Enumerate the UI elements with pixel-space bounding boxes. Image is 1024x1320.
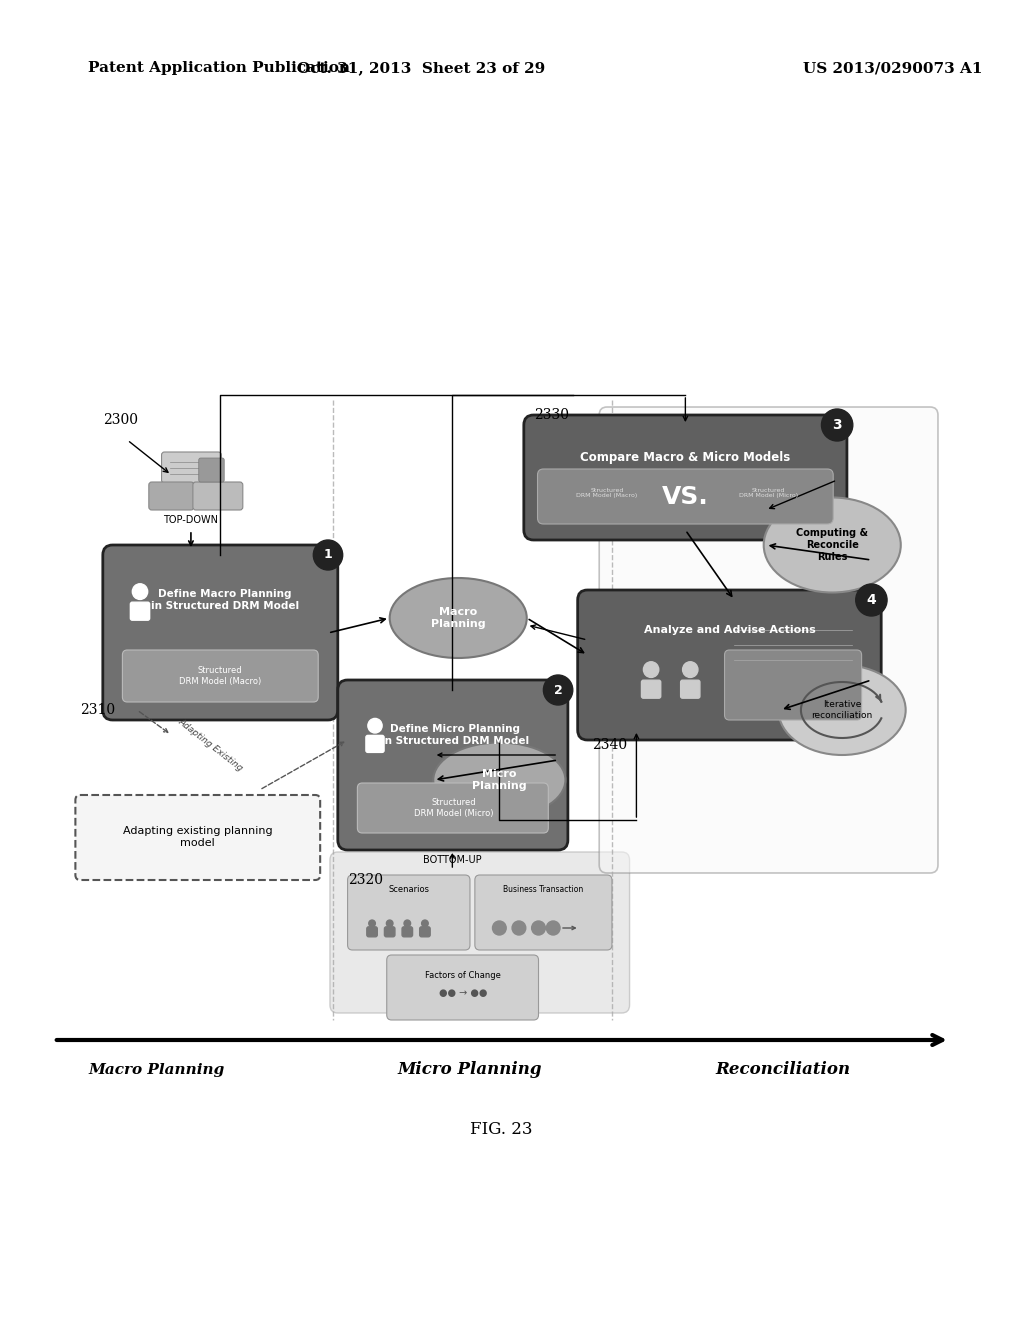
Text: Business Transaction: Business Transaction [503,886,584,895]
FancyBboxPatch shape [599,407,938,873]
Text: VS.: VS. [662,484,709,510]
Ellipse shape [390,578,526,657]
FancyBboxPatch shape [330,851,630,1012]
Text: 2310: 2310 [80,704,116,717]
FancyBboxPatch shape [338,680,568,850]
Text: Structured
DRM Model (Micro): Structured DRM Model (Micro) [414,799,494,817]
Text: Micro
Planning: Micro Planning [472,770,526,791]
FancyBboxPatch shape [402,927,413,937]
Text: 2330: 2330 [534,408,568,422]
FancyBboxPatch shape [357,783,548,833]
Text: 2320: 2320 [347,873,383,887]
Text: Patent Application Publication: Patent Application Publication [88,61,350,75]
Text: 3: 3 [833,418,842,432]
FancyBboxPatch shape [725,649,861,719]
Text: BOTTOM-UP: BOTTOM-UP [423,855,481,865]
Text: Computing &
Reconcile
Rules: Computing & Reconcile Rules [797,528,868,561]
FancyBboxPatch shape [347,875,470,950]
Text: Adapting existing planning
model: Adapting existing planning model [123,826,272,847]
Text: TOP-DOWN: TOP-DOWN [164,515,218,525]
Text: Structured
DRM Model (Macro): Structured DRM Model (Macro) [577,487,638,499]
Circle shape [493,921,506,935]
FancyBboxPatch shape [681,680,699,698]
Circle shape [544,675,572,705]
Circle shape [821,409,853,441]
Text: Adapting Existing: Adapting Existing [176,717,245,774]
Ellipse shape [764,498,901,593]
FancyBboxPatch shape [578,590,882,741]
Circle shape [683,661,698,677]
FancyBboxPatch shape [366,735,384,752]
Text: 1: 1 [324,549,333,561]
Circle shape [132,583,147,599]
Text: 2300: 2300 [102,413,138,426]
Text: Reconciliation: Reconciliation [716,1061,851,1078]
Text: Micro Planning: Micro Planning [397,1061,543,1078]
Text: Structured
DRM Model (Macro): Structured DRM Model (Macro) [179,667,261,685]
Circle shape [643,661,658,677]
Circle shape [547,921,560,935]
FancyBboxPatch shape [76,795,321,880]
FancyBboxPatch shape [475,875,612,950]
Text: Analyze and Advise Actions: Analyze and Advise Actions [643,624,815,635]
Text: Oct. 31, 2013  Sheet 23 of 29: Oct. 31, 2013 Sheet 23 of 29 [297,61,545,75]
FancyBboxPatch shape [367,927,377,937]
Ellipse shape [778,665,905,755]
FancyBboxPatch shape [387,954,539,1020]
Ellipse shape [433,742,565,817]
FancyBboxPatch shape [162,451,221,483]
Text: Macro Planning: Macro Planning [88,1063,225,1077]
FancyBboxPatch shape [641,680,660,698]
Circle shape [856,583,887,616]
Text: Define Micro Planning
in Structured DRM Model: Define Micro Planning in Structured DRM … [381,725,529,746]
Text: Iterative
reconciliation: Iterative reconciliation [811,701,872,719]
Text: Scenarios: Scenarios [389,886,430,895]
FancyBboxPatch shape [148,482,194,510]
Circle shape [386,920,393,927]
Text: Factors of Change: Factors of Change [425,970,501,979]
FancyBboxPatch shape [199,458,224,482]
Circle shape [369,920,376,927]
Circle shape [512,921,525,935]
FancyBboxPatch shape [102,545,338,719]
Text: Macro
Planning: Macro Planning [431,607,485,628]
Text: ●● → ●●: ●● → ●● [439,987,487,998]
Text: US 2013/0290073 A1: US 2013/0290073 A1 [803,61,982,75]
Circle shape [313,540,343,570]
Text: 2340: 2340 [592,738,628,752]
Text: FIG. 23: FIG. 23 [470,1122,532,1138]
FancyBboxPatch shape [123,649,318,702]
FancyBboxPatch shape [130,602,150,620]
Text: Define Macro Planning
in Structured DRM Model: Define Macro Planning in Structured DRM … [152,589,299,611]
Circle shape [368,718,382,733]
Circle shape [531,921,546,935]
FancyBboxPatch shape [420,927,430,937]
FancyBboxPatch shape [384,927,395,937]
Text: Compare Macro & Micro Models: Compare Macro & Micro Models [581,450,791,463]
Circle shape [404,920,411,927]
Text: Structured
DRM Model (Micro): Structured DRM Model (Micro) [739,487,798,499]
Text: 4: 4 [866,593,877,607]
FancyBboxPatch shape [524,414,847,540]
Circle shape [422,920,428,927]
FancyBboxPatch shape [538,469,834,524]
Text: 2: 2 [554,684,562,697]
FancyBboxPatch shape [193,482,243,510]
